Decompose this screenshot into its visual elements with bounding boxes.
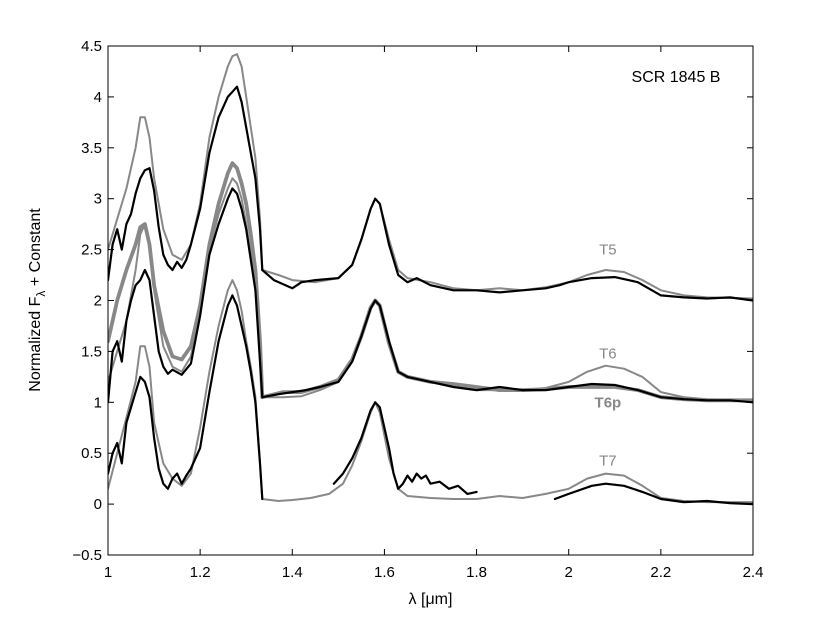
y-tick-label: 4.5 [81,38,102,55]
x-tick-label: 1.8 [466,564,487,581]
series-object-offset-0-seg-1 [332,401,478,495]
plot-frame [107,45,754,556]
series-template-offset-1-seg-1 [261,299,753,402]
tick-layer: 1 1.2 1.4 1.6 1.8 2 2.2 2.4 −0.5 0 0.5 1 1.5 2 2.5 3 3.5… [72,38,763,581]
x-tick-label: 2.2 [650,564,671,581]
x-tick-label: 1.2 [190,564,211,581]
series-object-offset-1-seg-1 [261,299,753,404]
y-tick-label: 4 [94,89,102,106]
series-object-offset-0-seg-0 [108,294,264,501]
series-object-offset-1-seg-0 [108,187,264,404]
y-tick-label: 1.5 [81,343,102,360]
y-tick-label: 2 [94,293,102,310]
y-tick-label: 3 [94,191,102,208]
series-template-offset-2-seg-1 [261,197,753,300]
y-axis-label: Normalized Fλ + Constant [27,208,48,392]
series-template-offset-2-seg-0 [108,53,264,271]
x-axis-label: λ [μm] [409,591,453,608]
y-axis-label-main: Normalized F [27,296,44,391]
y-tick-label: 1 [94,394,102,411]
x-tick-label: 2 [565,564,573,581]
y-tick-label: 3.5 [81,140,102,157]
series-template-offset-0-seg-1 [261,401,753,504]
x-tick-label: 1.4 [282,564,303,581]
object-name-label: SCR 1845 B [632,69,721,86]
annotation-t7: T7 [599,452,617,469]
y-tick-label: 2.5 [81,242,102,259]
series-template_thick-offset-1-seg-1 [260,298,753,403]
y-tick-label: 0.5 [81,445,102,462]
series-object-offset-2-seg-1 [261,197,753,302]
annotation-layer: T5 T6 T6p T7 [595,242,622,470]
y-axis-label-subscript: λ [34,291,48,297]
annotation-t6: T6 [599,346,617,363]
y-tick-label: −0.5 [72,547,102,564]
series-object-offset-0-seg-2 [553,482,753,506]
x-tick-label: 2.4 [743,564,764,581]
y-tick-label: 0 [94,496,102,513]
annotation-t5: T5 [599,242,617,259]
x-tick-label: 1.6 [374,564,395,581]
series-layer [108,53,753,506]
series-template_thick-offset-1-seg-0 [108,161,265,400]
series-object-offset-2-seg-0 [108,85,264,282]
y-axis-label-tail: + Constant [27,208,44,291]
x-tick-label: 1 [104,564,112,581]
annotation-t6p: T6p [595,394,622,411]
